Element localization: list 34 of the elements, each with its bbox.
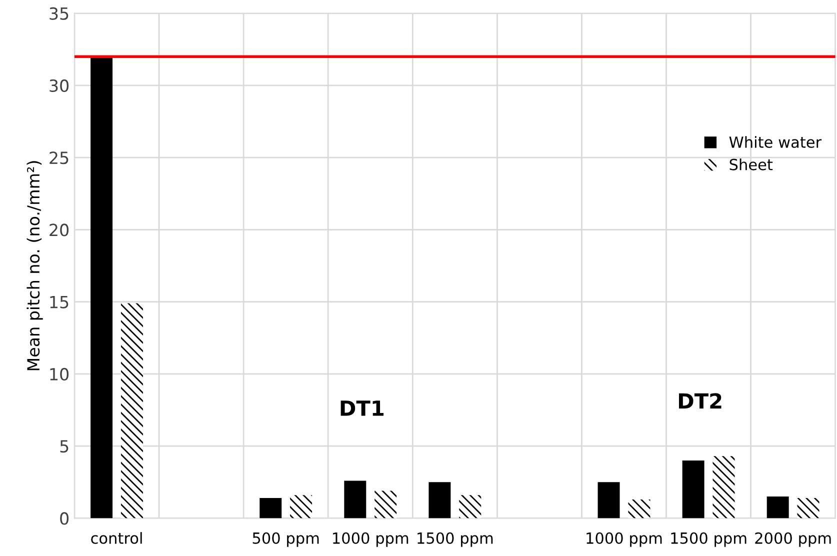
x-tick-label: 2000 ppm bbox=[755, 532, 831, 547]
y-tick-label: 0 bbox=[60, 512, 69, 525]
bar bbox=[766, 496, 789, 518]
y-axis-title: Mean pitch no. (no./mm²) bbox=[26, 161, 43, 370]
x-tick-label: 1000 ppm bbox=[586, 532, 662, 547]
bar bbox=[90, 58, 113, 518]
bar bbox=[628, 499, 650, 518]
x-tick-label: 1500 ppm bbox=[671, 532, 746, 547]
bar bbox=[682, 460, 704, 518]
y-tick-label: 25 bbox=[50, 152, 68, 164]
legend-label: Sheet bbox=[730, 158, 773, 170]
annotation: DT2 bbox=[678, 393, 722, 409]
y-tick-label: 15 bbox=[50, 296, 68, 308]
bar bbox=[260, 498, 282, 518]
y-tick-label: 35 bbox=[50, 7, 68, 20]
bar bbox=[598, 482, 620, 518]
bar bbox=[290, 495, 312, 518]
y-tick-label: 30 bbox=[50, 79, 69, 92]
x-tick-label: 1500 ppm bbox=[418, 532, 493, 547]
y-tick-label: 10 bbox=[50, 368, 69, 381]
bar bbox=[459, 495, 482, 518]
legend-label: White water bbox=[729, 136, 822, 148]
y-tick-label: 20 bbox=[50, 224, 69, 236]
bar bbox=[120, 303, 143, 518]
bar bbox=[797, 498, 820, 518]
annotation: DT1 bbox=[340, 400, 384, 416]
bar bbox=[344, 480, 366, 518]
bar bbox=[428, 482, 451, 518]
bar bbox=[712, 456, 735, 518]
bar bbox=[374, 490, 397, 518]
x-tick-label: 1000 ppm bbox=[333, 532, 408, 547]
x-tick-label: 500 ppm bbox=[252, 532, 319, 547]
x-tick-label: control bbox=[91, 532, 142, 544]
y-tick-label: 5 bbox=[60, 440, 68, 453]
